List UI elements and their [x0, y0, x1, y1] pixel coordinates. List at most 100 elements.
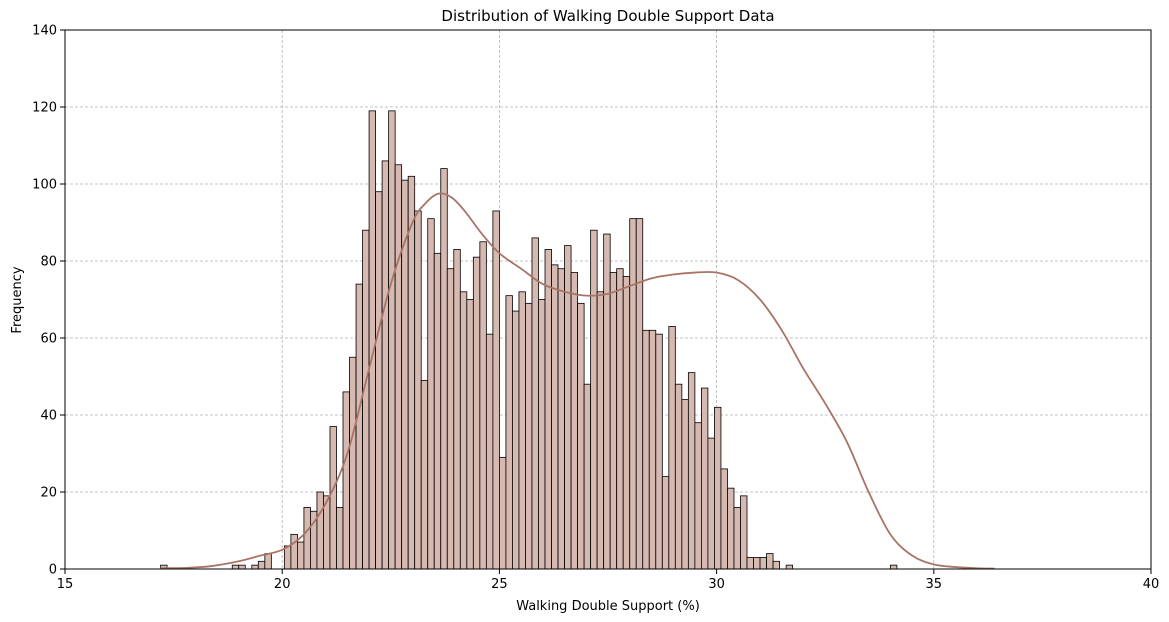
x-tick-label: 20 [274, 577, 291, 592]
x-axis-label: Walking Double Support (%) [516, 599, 700, 614]
histogram-bar [492, 210, 500, 570]
histogram-bar [616, 268, 624, 570]
histogram-bar [362, 229, 370, 570]
plot-frame [64, 29, 1152, 570]
histogram-bar [674, 383, 683, 570]
histogram-bar [466, 299, 474, 570]
histogram-bar [557, 268, 565, 570]
histogram-bar [479, 241, 487, 570]
histogram-bar [231, 564, 240, 570]
histogram-bar [642, 329, 650, 570]
histogram-bar [740, 495, 748, 570]
histogram-bar [889, 564, 898, 570]
y-tick-label: 60 [40, 332, 57, 347]
histogram-bar [401, 179, 409, 570]
histogram-bar [407, 175, 416, 570]
histogram-bar [394, 164, 403, 570]
histogram-bar [485, 333, 494, 570]
histogram-bar [251, 564, 259, 570]
histogram-bar [785, 564, 794, 570]
histogram-bar [283, 545, 292, 570]
histogram-bar [433, 252, 442, 570]
x-tick-label: 15 [57, 577, 74, 592]
histogram-bar [414, 210, 422, 570]
histogram-bar [512, 310, 520, 570]
x-tick-label: 40 [1143, 577, 1160, 592]
axis-ticks: 15 20 25 30 35 40 0 20 40 60 80 100 120 140 [32, 24, 1159, 593]
histogram-bar [622, 275, 631, 570]
histogram-bar [297, 541, 305, 570]
histogram-bar [388, 110, 396, 570]
histogram-bar [609, 272, 618, 570]
histogram-bar [707, 437, 715, 570]
histogram-bar [714, 406, 722, 570]
chart-title: Distribution of Walking Double Support D… [441, 7, 774, 25]
histogram-bar [427, 218, 435, 570]
y-tick-label: 140 [32, 24, 57, 39]
y-tick-label: 80 [40, 255, 57, 270]
histogram-bar [727, 487, 735, 570]
kde-curve [160, 192, 995, 570]
y-tick-label: 120 [32, 101, 57, 116]
histogram-bar [538, 299, 546, 570]
histogram-bar [518, 291, 526, 570]
histogram-bar [766, 553, 774, 570]
histogram-bar [381, 160, 390, 570]
histogram-bar [420, 379, 429, 570]
x-tick-label: 30 [708, 577, 725, 592]
histogram-bar [342, 391, 350, 570]
x-tick-label: 25 [491, 577, 508, 592]
histogram-bar [238, 564, 246, 570]
histogram-bar [525, 302, 533, 570]
histogram-bar [551, 264, 559, 570]
histogram-bar [583, 383, 592, 570]
histogram-bar [577, 302, 585, 570]
histogram-bar [336, 506, 344, 570]
histogram-bar [303, 506, 311, 570]
histogram-bar [655, 333, 663, 570]
histogram-bar [459, 291, 468, 570]
histogram-bar [564, 245, 572, 570]
histogram-bar [720, 468, 728, 570]
histogram-bar [329, 426, 337, 570]
histogram-bar [368, 110, 376, 570]
histogram-bar [531, 237, 539, 570]
histogram-bar [635, 218, 644, 570]
histogram-bar [661, 476, 670, 570]
histogram-bar [257, 560, 266, 570]
y-tick-label: 100 [32, 178, 57, 193]
histogram-bar [681, 399, 689, 570]
histogram-bar [596, 291, 605, 570]
histogram-bar [264, 553, 272, 570]
histogram-bar [687, 372, 696, 570]
histogram-bar [759, 557, 767, 570]
histogram-bar [355, 283, 363, 570]
histogram-bar [694, 422, 702, 570]
histogram-bar [733, 506, 741, 570]
y-tick-label: 40 [40, 409, 57, 424]
y-tick-label: 0 [49, 563, 57, 578]
histogram-bar [570, 272, 578, 570]
histogram-bar [290, 533, 298, 570]
histogram-bar [753, 557, 761, 570]
histogram-bar [772, 560, 780, 570]
histogram-bar [316, 491, 324, 570]
histogram-bar [375, 191, 383, 570]
histogram-bar [648, 329, 657, 570]
histogram-bar [472, 256, 481, 570]
histogram-bar [700, 387, 709, 570]
histogram-bar [603, 233, 611, 570]
histogram-bar [668, 326, 676, 570]
x-tick-label: 35 [926, 577, 943, 592]
histogram-bar [349, 356, 357, 570]
histogram-bar [629, 218, 637, 570]
histogram-bar [498, 456, 507, 570]
histogram-bar [746, 557, 754, 570]
histogram-bar [590, 229, 598, 570]
histogram-bar [544, 249, 552, 570]
histogram-bar [505, 295, 513, 570]
histogram-bar [453, 249, 461, 570]
histogram-bar [446, 268, 455, 570]
histogram-bar [440, 168, 448, 570]
